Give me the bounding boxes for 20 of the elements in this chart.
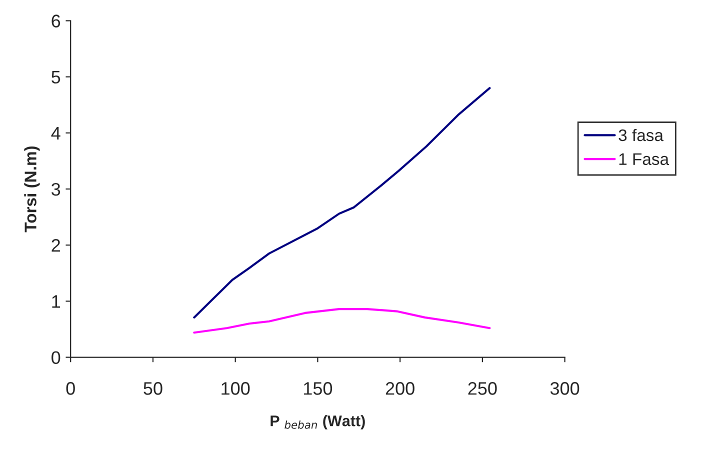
x-tick-label: 300 (550, 382, 580, 395)
y-tick-label: 5 (52, 70, 60, 84)
y-tick-label: 3 (52, 182, 60, 196)
x-tick-label: 100 (222, 382, 250, 395)
legend-label: 1 Fasa (619, 153, 670, 166)
y-tick-label: 2 (52, 239, 60, 252)
x-tick-label: 150 (304, 382, 332, 395)
x-tick-label: 200 (386, 382, 414, 395)
y-axis-title: Torsi (N.m) (24, 146, 40, 232)
line-series (193, 308, 491, 334)
x-axis-title: P $_{beban}$ (Watt) (270, 415, 365, 430)
legend-label: 3 fasa (618, 128, 664, 142)
y-tick-label: 4 (51, 127, 60, 140)
y-tick-label: 6 (52, 14, 60, 28)
x-tick-label: 250 (468, 382, 497, 395)
line-series (193, 87, 491, 318)
x-tick-label: 50 (144, 382, 162, 395)
y-tick-label: 0 (52, 351, 60, 364)
y-tick-label: 1 (52, 295, 60, 308)
x-tick-label: 0 (66, 382, 75, 395)
